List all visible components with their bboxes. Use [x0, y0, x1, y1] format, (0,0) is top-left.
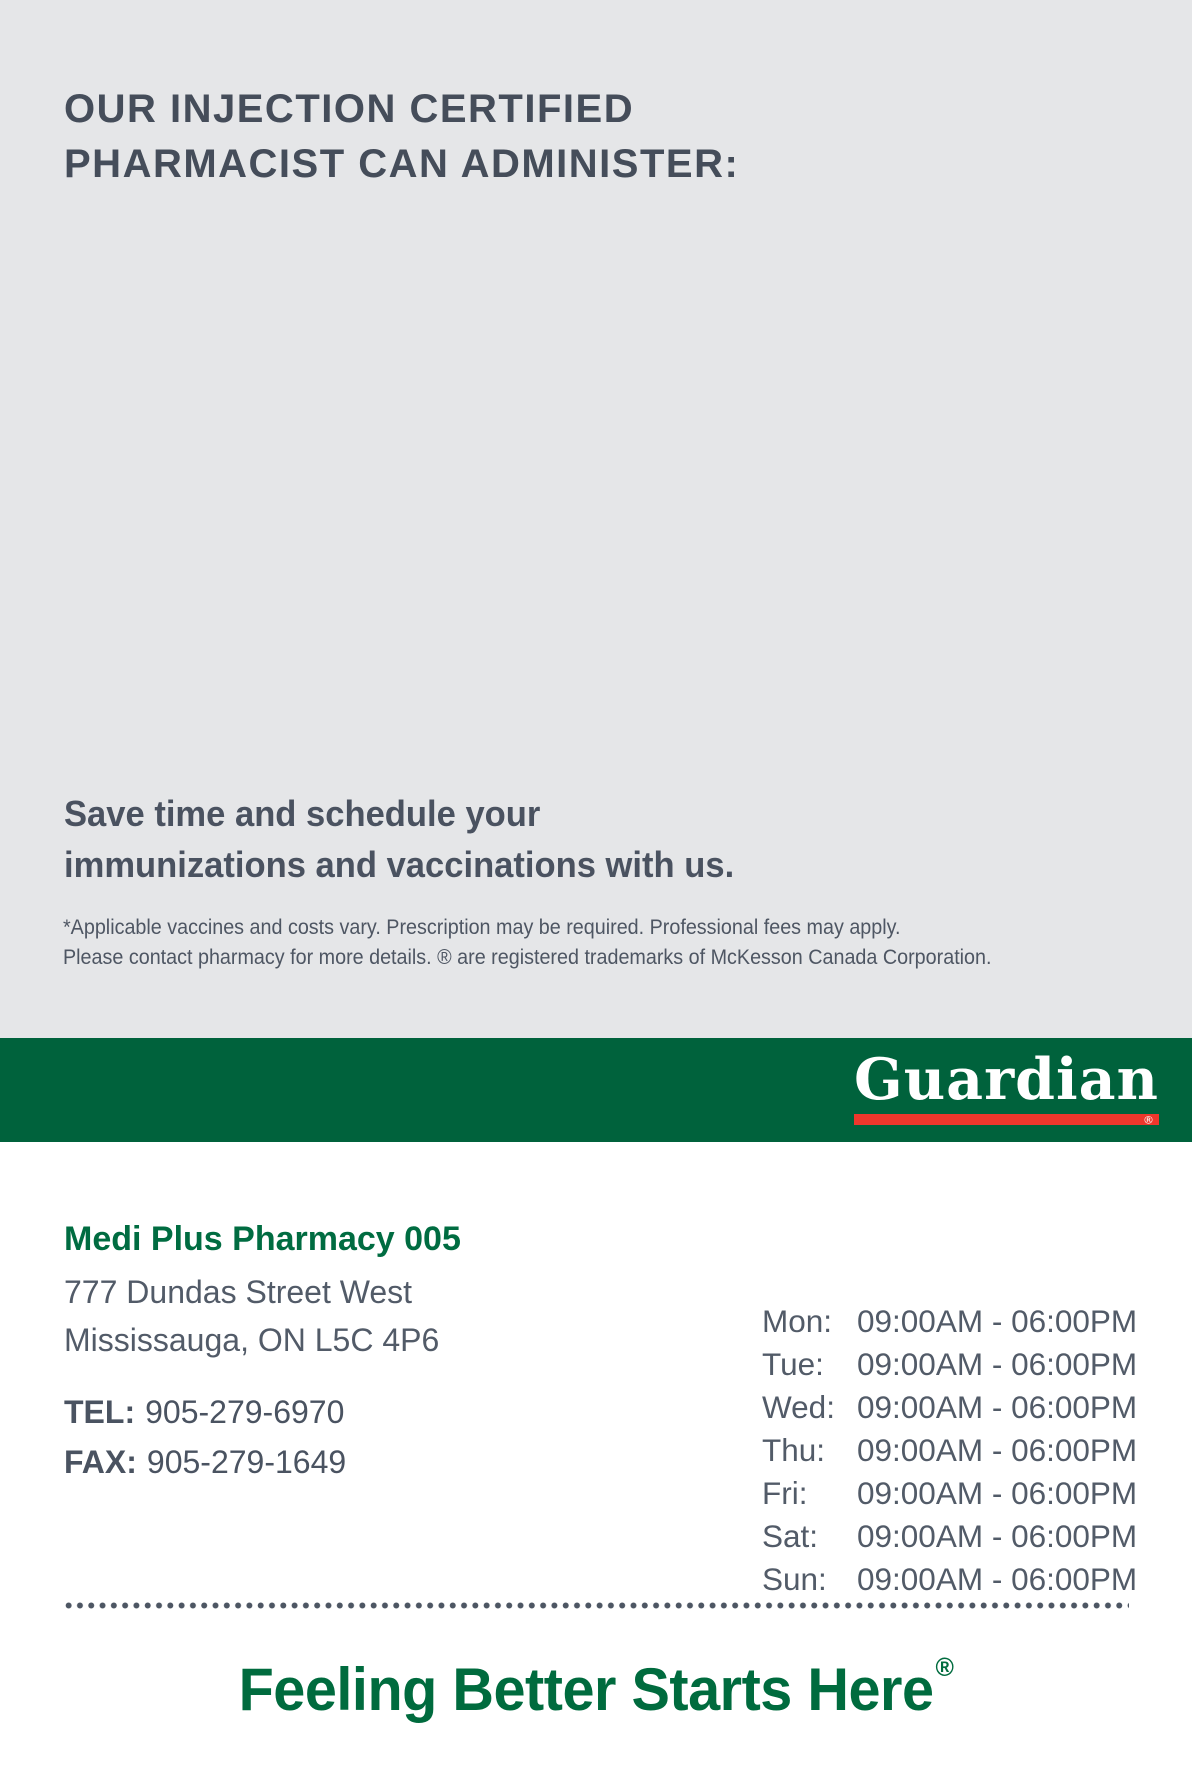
hours-day: Tue: — [762, 1346, 824, 1382]
store-phone: TEL: 905-279-6970 — [64, 1394, 344, 1431]
hours-day: Sun: — [762, 1561, 827, 1597]
hours-time: 09:00AM - 06:00PM — [857, 1389, 1138, 1425]
hours-time: 09:00AM - 06:00PM — [857, 1432, 1138, 1468]
hours-time: 09:00AM - 06:00PM — [857, 1346, 1138, 1382]
guardian-wordmark: Guardian — [854, 1046, 1159, 1113]
hours-time: 09:00AM - 06:00PM — [857, 1475, 1138, 1511]
hours-time: 09:00AM - 06:00PM — [857, 1561, 1138, 1597]
store-address-line1: 777 Dundas Street West — [64, 1274, 413, 1310]
page-title: OUR INJECTION CERTIFIED PHARMACIST CAN A… — [64, 82, 739, 192]
disclaimer-line1: *Applicable vaccines and costs vary. Pre… — [63, 916, 901, 939]
hours-row: Tue: 09:00AM - 06:00PM — [762, 1343, 1137, 1386]
hours-row: Thu: 09:00AM - 06:00PM — [762, 1429, 1137, 1472]
promo-subheading: Save time and schedule your immunization… — [64, 788, 734, 890]
hours-day: Wed: — [762, 1389, 835, 1425]
page-title-line1: OUR INJECTION CERTIFIED — [64, 87, 635, 131]
tagline-text: Feeling Better Starts Here — [238, 1656, 934, 1723]
hours-row: Fri: 09:00AM - 06:00PM — [762, 1472, 1137, 1515]
guardian-logo-underline: ® — [854, 1114, 1159, 1125]
hours-row: Wed: 09:00AM - 06:00PM — [762, 1386, 1137, 1429]
store-name: Medi Plus Pharmacy 005 — [64, 1220, 461, 1258]
promo-section: OUR INJECTION CERTIFIED PHARMACIST CAN A… — [0, 0, 1192, 1038]
hours-day: Sat: — [762, 1518, 819, 1554]
dotted-divider — [63, 1601, 1129, 1610]
store-hours-table: Mon: 09:00AM - 06:00PM Tue: 09:00AM - 06… — [762, 1300, 1137, 1601]
hours-day: Thu: — [762, 1432, 826, 1468]
brand-tagline: Feeling Better Starts Here® — [24, 1652, 1168, 1724]
disclaimer-text: *Applicable vaccines and costs vary. Pre… — [63, 913, 992, 973]
page-title-line2: PHARMACIST CAN ADMINISTER: — [64, 142, 740, 186]
registered-trademark-icon: ® — [1143, 1113, 1154, 1126]
fax-number: 905-279-1649 — [146, 1444, 347, 1480]
disclaimer-line2: Please contact pharmacy for more details… — [63, 946, 992, 969]
hours-time: 09:00AM - 06:00PM — [857, 1518, 1138, 1554]
hours-row: Sun: 09:00AM - 06:00PM — [762, 1558, 1137, 1601]
guardian-logo: Guardian ® — [854, 1050, 1159, 1125]
phone-label: TEL: — [64, 1394, 136, 1430]
phone-number: 905-279-6970 — [145, 1394, 345, 1430]
tagline-registered-mark: ® — [935, 1652, 954, 1682]
hours-row: Mon: 09:00AM - 06:00PM — [762, 1300, 1137, 1343]
promo-subheading-line2: immunizations and vaccinations with us. — [64, 844, 735, 885]
fax-label: FAX: — [64, 1444, 137, 1480]
brand-banner: Guardian ® — [0, 1038, 1192, 1142]
hours-day: Mon: — [762, 1303, 833, 1339]
hours-row: Sat: 09:00AM - 06:00PM — [762, 1515, 1137, 1558]
hours-time: 09:00AM - 06:00PM — [857, 1303, 1138, 1339]
promo-subheading-line1: Save time and schedule your — [64, 793, 541, 834]
store-address-line2: Mississauga, ON L5C 4P6 — [64, 1322, 440, 1358]
store-fax: FAX: 905-279-1649 — [64, 1444, 346, 1481]
hours-day: Fri: — [762, 1475, 808, 1511]
